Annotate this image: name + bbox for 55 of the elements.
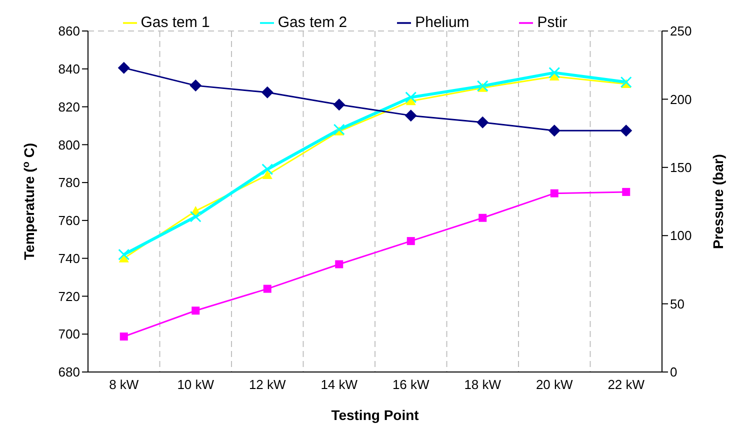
point (405, 92, 417, 104)
y-tick-label: 800 (58, 137, 80, 152)
y2-axis-title: Pressure (bar) (710, 154, 726, 249)
y-tick-label: 780 (58, 175, 80, 190)
point (335, 260, 344, 268)
y-tick-label: 740 (58, 250, 80, 266)
point (404, 110, 417, 122)
point (620, 124, 632, 137)
point (622, 188, 630, 196)
point (118, 248, 130, 260)
legend-label: Pstir (537, 14, 568, 31)
y-tick-label: 720 (58, 288, 80, 304)
point (406, 237, 415, 246)
legend-label: Phelium (415, 14, 470, 31)
point (192, 306, 200, 315)
y2-tick-label: 50 (670, 296, 684, 312)
x-tick-label: 8 kW (109, 377, 140, 392)
point (478, 214, 487, 222)
point (263, 284, 272, 293)
x-tick-label: 10 kW (177, 377, 215, 392)
x-tick-label: 12 kW (248, 377, 287, 392)
y-tick-label: 860 (58, 24, 80, 39)
x-axis-title: Testing Point (331, 407, 420, 423)
y-tick-label: 760 (58, 213, 80, 228)
point (548, 124, 560, 137)
point (190, 210, 202, 222)
y2-tick-label: 100 (670, 228, 692, 244)
point (333, 124, 345, 136)
y2-tick-label: 200 (670, 92, 692, 107)
point (620, 76, 632, 88)
legend-label: Gas tem 1 (140, 14, 210, 31)
point (548, 66, 560, 78)
point (262, 170, 272, 179)
x-tick-label: 20 kW (536, 377, 574, 392)
point (476, 80, 488, 92)
y2-tick-label: 150 (670, 160, 692, 176)
point (476, 116, 489, 128)
point (118, 62, 130, 74)
point (190, 80, 202, 92)
y-tick-label: 820 (58, 99, 80, 114)
x-tick-label: 22 kW (608, 377, 646, 392)
y-tick-label: 700 (58, 326, 80, 342)
point (261, 86, 274, 98)
y2-tick-label: 250 (670, 24, 692, 39)
x-tick-label: 14 kW (320, 377, 358, 392)
legend-label: Gas tem 2 (278, 14, 348, 31)
point (120, 332, 128, 341)
point (550, 189, 558, 198)
y-tick-label: 840 (58, 62, 80, 77)
y2-tick-label: 0 (670, 364, 678, 380)
y-tick-label: 680 (58, 364, 80, 380)
point (262, 164, 274, 176)
point (333, 98, 346, 111)
x-tick-label: 18 kW (464, 377, 502, 392)
x-tick-label: 16 kW (392, 377, 430, 392)
